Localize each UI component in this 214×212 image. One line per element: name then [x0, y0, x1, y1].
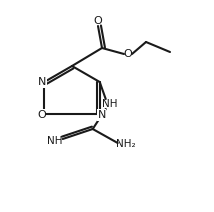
Text: NH₂: NH₂ — [116, 139, 135, 149]
Text: NH: NH — [47, 136, 62, 146]
Text: N: N — [38, 77, 46, 87]
Text: NH: NH — [102, 99, 117, 109]
Text: O: O — [37, 110, 46, 120]
Text: O: O — [124, 49, 132, 59]
Text: O: O — [94, 16, 102, 26]
Text: N: N — [98, 110, 106, 120]
